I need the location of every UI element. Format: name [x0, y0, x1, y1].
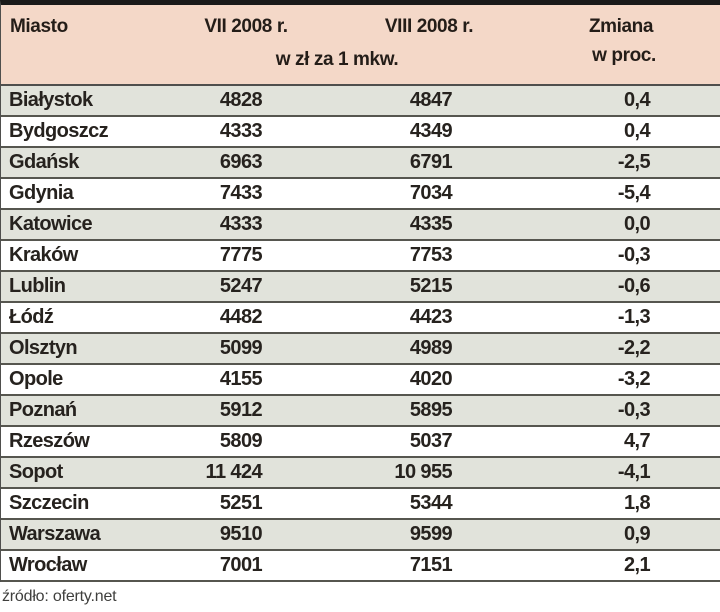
table-row: Lublin 5247 5215 -0,6	[1, 272, 720, 303]
change-percent-cell: 0,9	[623, 523, 651, 545]
city-cell: Bydgoszcz	[9, 120, 109, 142]
jul-2008-price-cell: 7433	[219, 182, 263, 204]
change-percent-cell: 1,8	[623, 492, 651, 514]
city-cell: Sopot	[9, 461, 63, 483]
column-header-city: Miasto	[10, 16, 68, 37]
city-cell: Białystok	[9, 89, 93, 111]
change-percent-cell: 2,1	[623, 554, 651, 576]
change-percent-cell: 4,7	[623, 430, 651, 452]
table-row: Kraków 7775 7753 -0,3	[1, 241, 720, 272]
city-cell: Warszawa	[9, 523, 101, 545]
aug-2008-price-cell: 5895	[409, 399, 453, 421]
change-percent-cell: -4,1	[617, 461, 651, 483]
city-cell: Kraków	[9, 244, 78, 266]
column-header-aug-2008: VIII 2008 r.	[384, 16, 474, 37]
table-row: Sopot 11 424 10 955 -4,1	[1, 458, 720, 489]
subheader-price-unit: w zł za 1 mkw.	[275, 49, 399, 70]
table-row: Bydgoszcz 4333 4349 0,4	[1, 117, 720, 148]
change-percent-cell: 0,0	[623, 213, 651, 235]
change-percent-cell: -2,5	[617, 151, 651, 173]
change-percent-cell: -0,3	[617, 399, 651, 421]
city-cell: Lublin	[9, 275, 66, 297]
table-row: Łódź 4482 4423 -1,3	[1, 303, 720, 334]
column-header-jul-2008: VII 2008 r.	[204, 16, 288, 37]
jul-2008-price-cell: 5912	[219, 399, 263, 421]
aug-2008-price-cell: 4349	[409, 120, 453, 142]
jul-2008-price-cell: 4333	[219, 120, 263, 142]
change-percent-cell: -0,6	[617, 275, 651, 297]
aug-2008-price-cell: 4423	[409, 306, 453, 328]
jul-2008-price-cell: 7775	[219, 244, 263, 266]
jul-2008-price-cell: 5247	[219, 275, 263, 297]
aug-2008-price-cell: 6791	[409, 151, 453, 173]
city-cell: Opole	[9, 368, 63, 390]
jul-2008-price-cell: 4155	[219, 368, 263, 390]
aug-2008-price-cell: 10 955	[394, 461, 452, 483]
table-row: Warszawa 9510 9599 0,9	[1, 520, 720, 551]
table-row: Katowice 4333 4335 0,0	[1, 210, 720, 241]
change-percent-cell: -3,2	[617, 368, 651, 390]
jul-2008-price-cell: 5099	[219, 337, 263, 359]
aug-2008-price-cell: 7034	[409, 182, 453, 204]
city-cell: Gdynia	[9, 182, 74, 204]
table-row: Opole 4155 4020 -3,2	[1, 365, 720, 396]
aug-2008-price-cell: 7151	[409, 554, 453, 576]
city-cell: Olsztyn	[9, 337, 78, 359]
table-footer: źródło: oferty.net	[0, 582, 720, 606]
subheader-change-unit: w proc.	[592, 45, 656, 66]
jul-2008-price-cell: 9510	[219, 523, 263, 545]
city-cell: Rzeszów	[9, 430, 90, 452]
table-row: Białystok 4828 4847 0,4	[1, 86, 720, 117]
table-header: Miasto VII 2008 r. VIII 2008 r. Zmiana w…	[0, 0, 720, 86]
change-percent-cell: -2,2	[617, 337, 651, 359]
change-percent-cell: -0,3	[617, 244, 651, 266]
jul-2008-price-cell: 5251	[219, 492, 263, 514]
aug-2008-price-cell: 5215	[409, 275, 453, 297]
jul-2008-price-cell: 11 424	[205, 461, 263, 483]
jul-2008-price-cell: 5809	[219, 430, 263, 452]
aug-2008-price-cell: 5037	[409, 430, 453, 452]
jul-2008-price-cell: 7001	[219, 554, 263, 576]
city-cell: Katowice	[9, 213, 93, 235]
city-cell: Gdańsk	[9, 151, 79, 173]
aug-2008-price-cell: 4335	[409, 213, 453, 235]
table-row: Gdańsk 6963 6791 -2,5	[1, 148, 720, 179]
table-row: Rzeszów 5809 5037 4,7	[1, 427, 720, 458]
change-percent-cell: 0,4	[623, 120, 651, 142]
aug-2008-price-cell: 4989	[409, 337, 453, 359]
source-credit: źródło: oferty.net	[2, 588, 117, 605]
aug-2008-price-cell: 4847	[409, 89, 453, 111]
table-row: Olsztyn 5099 4989 -2,2	[1, 334, 720, 365]
city-cell: Szczecin	[9, 492, 89, 514]
aug-2008-price-cell: 9599	[409, 523, 453, 545]
change-percent-cell: -1,3	[617, 306, 651, 328]
aug-2008-price-cell: 5344	[409, 492, 453, 514]
aug-2008-price-cell: 7753	[409, 244, 453, 266]
jul-2008-price-cell: 6963	[219, 151, 263, 173]
table-row: Poznań 5912 5895 -0,3	[1, 396, 720, 427]
city-cell: Wrocław	[9, 554, 87, 576]
city-cell: Poznań	[9, 399, 77, 421]
table-row: Szczecin 5251 5344 1,8	[1, 489, 720, 520]
city-cell: Łódź	[9, 306, 54, 328]
table-row: Gdynia 7433 7034 -5,4	[1, 179, 720, 210]
change-percent-cell: 0,4	[623, 89, 651, 111]
column-header-change: Zmiana	[588, 16, 654, 37]
change-percent-cell: -5,4	[617, 182, 651, 204]
jul-2008-price-cell: 4333	[219, 213, 263, 235]
aug-2008-price-cell: 4020	[409, 368, 453, 390]
table-row: Wrocław 7001 7151 2,1	[1, 551, 720, 582]
jul-2008-price-cell: 4482	[219, 306, 263, 328]
jul-2008-price-cell: 4828	[219, 89, 263, 111]
table-body: Białystok 4828 4847 0,4 Bydgoszcz 4333 4…	[0, 86, 720, 582]
